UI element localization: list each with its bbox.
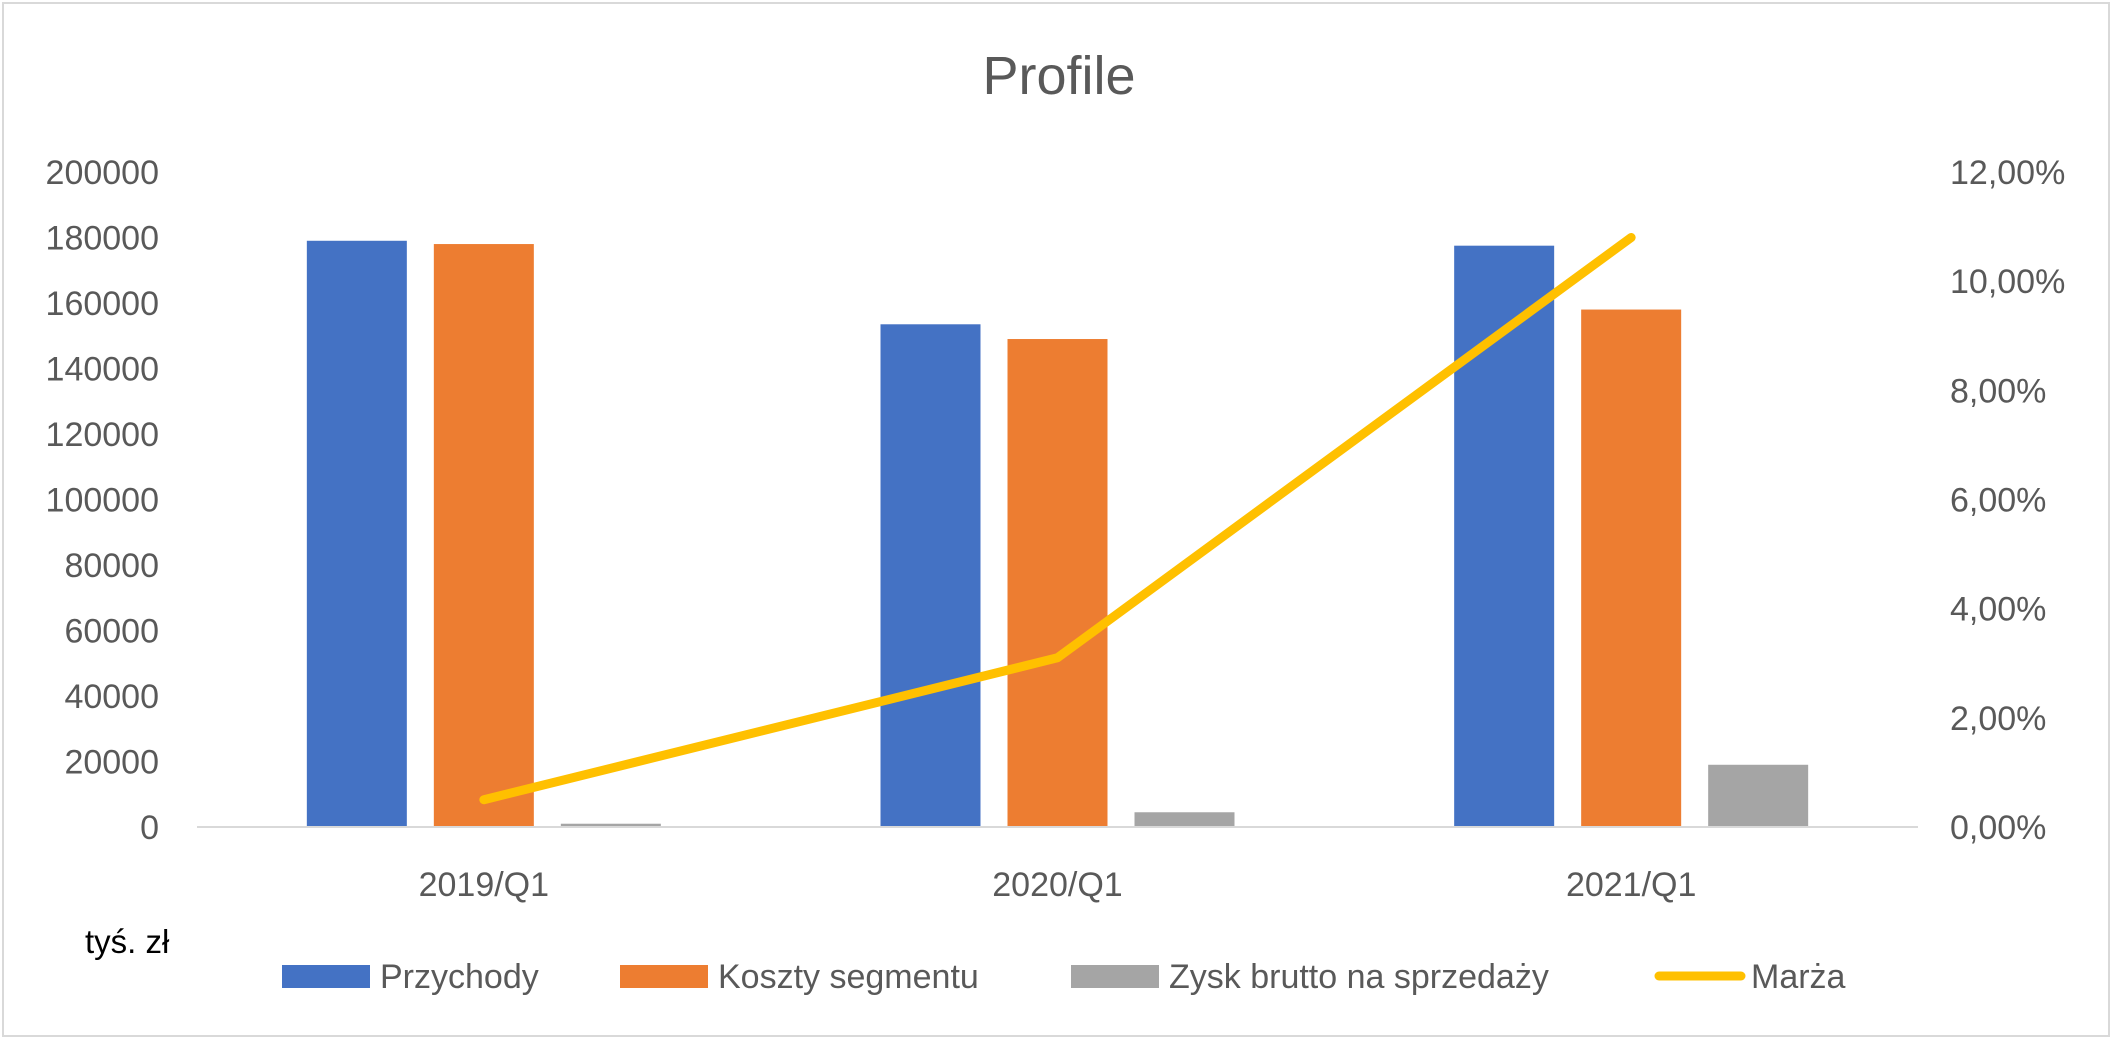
left-tick-label: 20000 bbox=[64, 744, 159, 782]
line-marza bbox=[479, 233, 1636, 805]
right-axis: 0,00% 2,00% 4,00% 6,00% 8,00% 10,00% 12,00% bbox=[1950, 154, 2065, 847]
bar-series-group bbox=[306, 240, 1809, 828]
combo-chart: Profile tyś. zł 0 20000 40000 60000 80000 100… bbox=[46, 46, 2066, 996]
bar-zysk-brutto-na-sprzeda-y-1 bbox=[1134, 812, 1235, 827]
unit-label: tyś. zł bbox=[85, 923, 170, 960]
legend-swatch bbox=[1071, 965, 1159, 988]
x-tick-label: 2020/Q1 bbox=[992, 866, 1122, 904]
left-tick-label: 160000 bbox=[46, 285, 159, 323]
legend: Przychody Koszty segmentu Zysk brutto na s… bbox=[282, 958, 1846, 996]
left-tick-label: 180000 bbox=[46, 220, 159, 258]
bar-przychody-1 bbox=[880, 324, 981, 827]
left-axis: 0 20000 40000 60000 80000 100000 120000 140000 1… bbox=[46, 154, 159, 847]
left-tick-label: 80000 bbox=[64, 547, 159, 585]
right-tick-label: 0,00% bbox=[1950, 809, 2046, 847]
x-tick-label: 2021/Q1 bbox=[1566, 866, 1696, 904]
bar-koszty-segmentu-0 bbox=[433, 244, 534, 828]
left-tick-label: 40000 bbox=[64, 678, 159, 716]
left-tick-label: 0 bbox=[140, 809, 159, 847]
right-tick-label: 10,00% bbox=[1950, 263, 2065, 301]
bar-koszty-segmentu-2 bbox=[1581, 309, 1682, 827]
legend-label: Przychody bbox=[380, 958, 539, 996]
bar-przychody-0 bbox=[306, 240, 407, 827]
right-tick-label: 2,00% bbox=[1950, 700, 2046, 738]
left-tick-label: 200000 bbox=[46, 154, 159, 192]
bar-koszty-segmentu-1 bbox=[1007, 339, 1108, 827]
right-tick-label: 6,00% bbox=[1950, 482, 2046, 520]
x-tick-label: 2019/Q1 bbox=[419, 866, 549, 904]
bar-zysk-brutto-na-sprzeda-y-0 bbox=[560, 823, 661, 827]
left-tick-label: 120000 bbox=[46, 416, 159, 454]
chart-title: Profile bbox=[982, 46, 1135, 106]
right-tick-label: 4,00% bbox=[1950, 591, 2046, 629]
bar-zysk-brutto-na-sprzeda-y-2 bbox=[1708, 764, 1809, 827]
line-series-group bbox=[479, 233, 1636, 805]
x-axis: 2019/Q1 2020/Q1 2021/Q1 bbox=[419, 866, 1697, 904]
legend-swatch bbox=[282, 965, 370, 988]
legend-label: Zysk brutto na sprzedaży bbox=[1169, 958, 1549, 996]
left-tick-label: 100000 bbox=[46, 482, 159, 520]
right-tick-label: 8,00% bbox=[1950, 372, 2046, 410]
left-tick-label: 140000 bbox=[46, 351, 159, 389]
right-tick-label: 12,00% bbox=[1950, 154, 2065, 192]
legend-label: Koszty segmentu bbox=[718, 958, 979, 996]
left-tick-label: 60000 bbox=[64, 613, 159, 651]
legend-swatch bbox=[620, 965, 708, 988]
bar-przychody-2 bbox=[1454, 245, 1555, 827]
legend-label: Marża bbox=[1751, 958, 1846, 996]
